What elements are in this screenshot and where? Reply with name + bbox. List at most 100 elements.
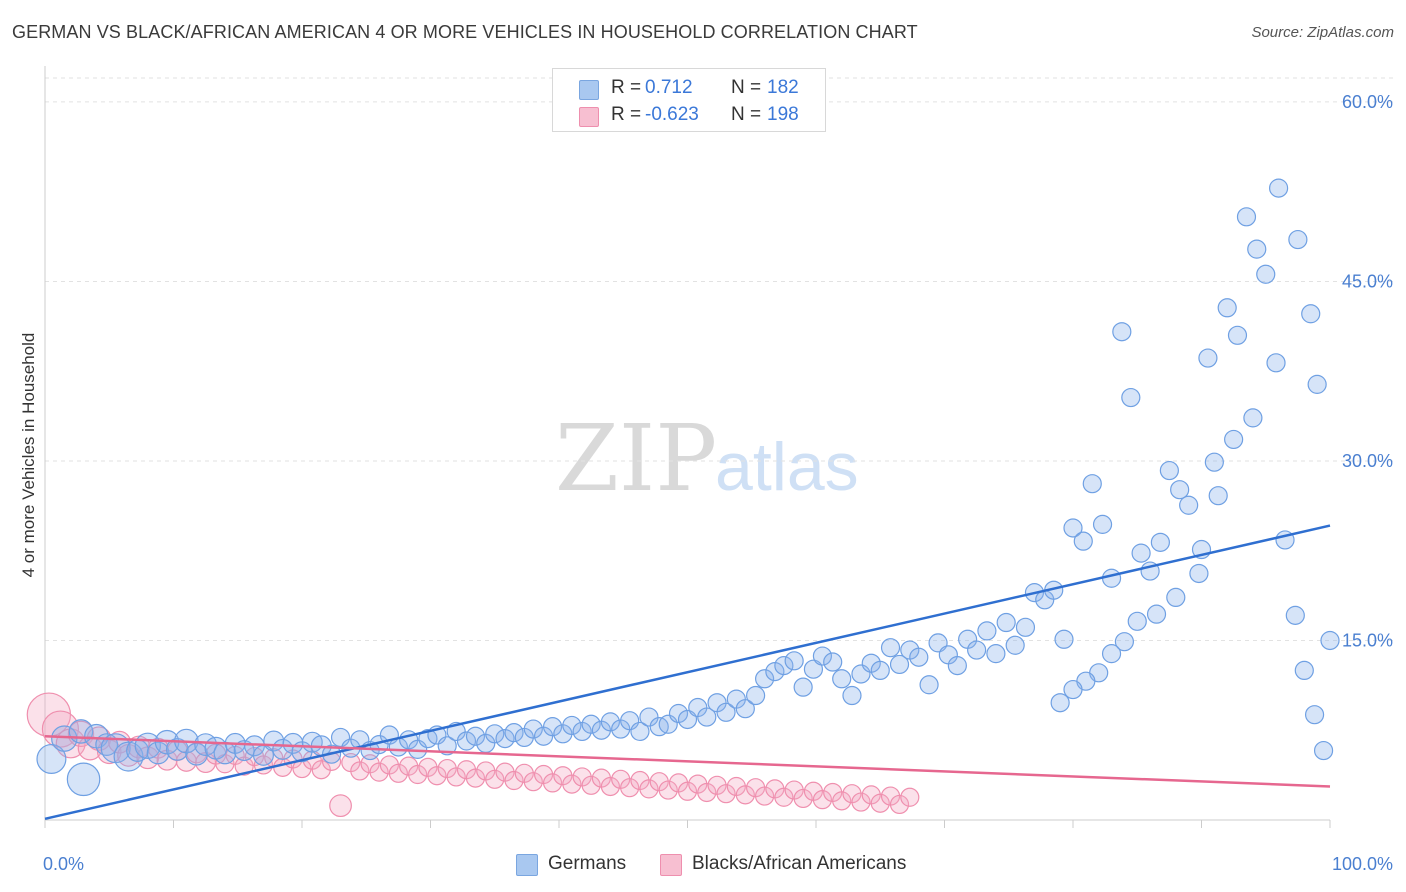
legend-n-label: N = [731,104,762,125]
data-point [437,736,457,756]
data-point [784,651,804,671]
data-point [1121,387,1141,408]
data-point [697,707,717,727]
data-point [716,784,736,804]
legend-r-value: 0.712 [645,77,693,98]
data-point [658,780,678,800]
data-point [1204,452,1224,472]
data-point [1127,611,1147,631]
data-point [1208,486,1228,506]
data-point [1082,474,1102,494]
legend-swatch-germans [516,854,538,876]
legend-r-label: R = [611,104,642,125]
data-point [36,743,67,774]
data-point [851,792,871,812]
y-axis-label: 4 or more Vehicles in Household [19,333,38,578]
data-point [803,659,824,679]
data-point [889,794,910,815]
data-point [735,699,755,719]
data-point [1301,304,1321,324]
data-point [947,656,967,676]
data-point [542,717,563,737]
data-point [793,677,813,697]
data-point [1294,660,1314,681]
data-point [542,773,563,793]
data-point [812,646,833,666]
correlation-legend: R = 0.712 N = 182 R = -0.623 N = 198 [552,68,826,132]
data-point [562,715,582,736]
data-point [1320,630,1340,651]
data-point [909,647,929,667]
data-point [774,656,794,676]
data-point [233,740,255,762]
data-point [146,741,170,765]
data-point [1189,563,1209,584]
data-point [600,712,621,732]
legend-swatch-blacks [579,107,599,127]
data-point [746,685,766,706]
legend-row-blacks: R = -0.623 N = 198 [553,102,825,130]
data-point [1112,322,1132,342]
data-point [639,707,659,727]
data-point [986,644,1006,664]
data-point [1285,605,1305,625]
data-point [1198,348,1218,368]
data-point [754,786,775,806]
legend-n-label: N = [731,77,762,98]
series-blacks [26,692,920,818]
legend-row-germans: R = 0.712 N = 182 [553,75,825,103]
legend-n-value: 182 [767,77,799,98]
data-point [581,775,601,795]
data-point [1114,632,1135,652]
data-point [1304,705,1325,725]
data-point [996,612,1016,633]
data-point [1073,531,1093,551]
data-point [1236,207,1257,227]
data-point [754,669,775,689]
data-point [1243,408,1263,428]
legend-n-value: 198 [767,104,799,125]
data-point [774,787,794,807]
source-label: Source: ZipAtlas.com [1251,24,1394,41]
x-tick-label-max: 100.0% [1332,854,1393,874]
watermark-atlas: atlas [715,429,859,505]
trend-line-blacks [44,734,1331,788]
data-point [1313,740,1334,761]
data-point [581,714,601,734]
data-point [870,660,890,681]
data-point [485,769,505,789]
chart-title: GERMAN VS BLACK/AFRICAN AMERICAN 4 OR MO… [12,22,918,42]
data-point [369,762,389,782]
data-point [562,774,582,794]
data-point [697,782,717,803]
data-point [1217,298,1237,318]
data-point [880,638,901,658]
data-point [504,723,524,743]
data-point [1179,495,1199,515]
data-point [735,785,755,805]
data-point [1101,568,1122,588]
data-point [1131,543,1151,563]
y-tick-label: 15.0% [1342,630,1393,650]
data-point [1170,480,1190,500]
data-point [1166,587,1186,608]
data-point [329,794,352,818]
legend-label-blacks: Blacks/African Americans [692,853,907,874]
data-point [1268,178,1289,198]
data-point [919,675,939,695]
data-point [485,724,505,744]
data-point [900,787,920,807]
data-point [1150,532,1170,552]
x-tick-label-min: 0.0% [43,854,84,874]
data-point [1266,353,1286,373]
data-point [465,768,486,788]
data-point [1063,518,1083,538]
data-point [832,791,852,811]
data-point [1224,429,1244,450]
data-point [842,685,862,706]
y-tick-label: 30.0% [1342,451,1393,471]
data-point [1092,514,1113,534]
data-point [977,621,997,641]
y-tick-label: 45.0% [1342,271,1393,291]
data-point [427,766,447,786]
